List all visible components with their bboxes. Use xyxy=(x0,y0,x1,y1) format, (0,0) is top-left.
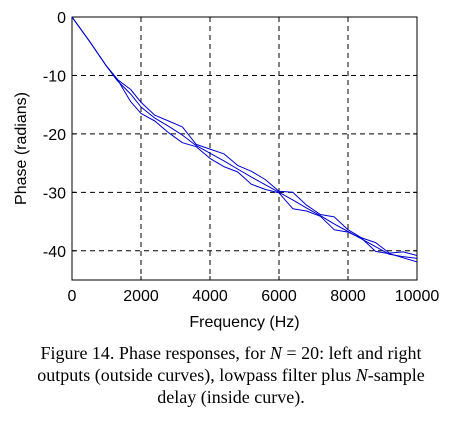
x-axis-label: Frequency (Hz) xyxy=(189,314,299,331)
phase-response-chart: 0 2000 4000 6000 8000 10000 0 -10 -20 -30 -40 Freq… xyxy=(13,10,439,331)
axis-ticks: 0 2000 4000 6000 8000 10000 0 -10 -20 -30 -40 xyxy=(43,10,439,305)
x-tick-label: 0 xyxy=(68,288,77,305)
figure-caption: Figure 14. Phase responses, for N = 20: … xyxy=(0,342,462,408)
x-tick-label: 10000 xyxy=(395,288,440,305)
caption-line-1: Figure 14. Phase responses, for N = 20: … xyxy=(40,343,422,363)
caption-line-3: delay (inside curve). xyxy=(157,387,305,407)
grid-lines xyxy=(72,17,417,280)
y-tick-label: -40 xyxy=(43,244,66,261)
phase-curve-3 xyxy=(71,16,418,256)
x-tick-label: 4000 xyxy=(192,288,228,305)
y-tick-label: -20 xyxy=(43,127,66,144)
x-tick-label: 6000 xyxy=(261,288,297,305)
x-tick-label: 8000 xyxy=(330,288,366,305)
y-tick-label: -10 xyxy=(43,68,66,85)
y-axis-label: Phase (radians) xyxy=(13,92,30,205)
x-tick-label: 2000 xyxy=(123,288,159,305)
series-lines xyxy=(71,16,418,263)
y-tick-label: -30 xyxy=(43,185,66,202)
y-tick-label: 0 xyxy=(57,10,66,27)
phase-curve-2 xyxy=(71,16,418,259)
plot-frame xyxy=(71,16,418,281)
caption-line-2: outputs (outside curves), lowpass filter… xyxy=(37,365,425,385)
